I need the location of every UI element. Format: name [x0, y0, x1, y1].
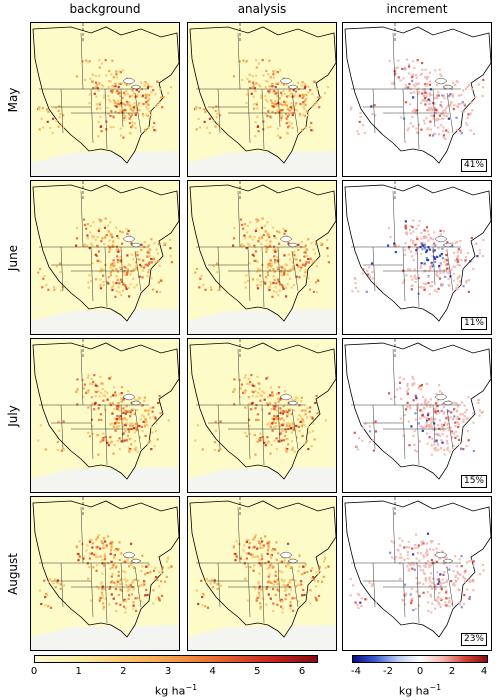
colorbar-tick: 3: [164, 666, 172, 677]
row-label-may: May: [6, 87, 20, 112]
land-outline: [344, 500, 491, 638]
column-title-analysis: analysis: [237, 2, 287, 16]
colorbar-tick: 2: [448, 666, 456, 677]
map-panel-increment-june: 11%: [342, 180, 492, 335]
map-panel-background-june: [30, 180, 180, 335]
colorbar-tick: 4: [480, 666, 488, 677]
north-america-map: [31, 181, 179, 334]
map-panel-analysis-may: [187, 22, 337, 177]
map-panel-background-may: [30, 22, 180, 177]
colorbar-tick: 0: [416, 666, 424, 677]
north-america-map: [188, 497, 336, 650]
north-america-map: [31, 497, 179, 650]
map-panel-increment-august: 23%: [342, 496, 492, 651]
colorbar-tick: 0: [30, 666, 38, 677]
map-panel-increment-may: 41%: [342, 22, 492, 177]
map-panel-background-july: [30, 338, 180, 493]
north-america-map: [343, 181, 491, 334]
north-america-map: [31, 23, 179, 176]
land-outline: [189, 342, 336, 480]
north-america-map: [343, 339, 491, 492]
north-america-map: [188, 23, 336, 176]
colorbar-tick: 5: [254, 666, 261, 677]
colorbar-right-unit: kg ha−1: [398, 683, 442, 698]
colorbar-tick: 1: [75, 666, 82, 677]
land-outline: [32, 342, 179, 480]
colorbar-increment: [352, 655, 488, 663]
map-panel-background-august: [30, 496, 180, 651]
north-america-map: [343, 497, 491, 650]
map-panel-increment-july: 15%: [342, 338, 492, 493]
colorbar-tick: 2: [120, 666, 127, 677]
colorbar-tick: 6: [298, 666, 306, 677]
land-outline: [32, 184, 179, 322]
increment-percent-label: 11%: [460, 317, 487, 330]
map-panel-analysis-july: [187, 338, 337, 493]
map-panel-analysis-august: [187, 496, 337, 651]
north-america-map: [343, 23, 491, 176]
north-america-map: [188, 181, 336, 334]
map-panel-analysis-june: [187, 180, 337, 335]
column-title-background: background: [69, 2, 141, 16]
land-outline: [189, 500, 336, 638]
increment-percent-label: 23%: [460, 633, 487, 646]
north-america-map: [31, 339, 179, 492]
column-title-increment: increment: [386, 2, 448, 16]
increment-percent-label: 15%: [460, 475, 487, 488]
land-outline: [32, 26, 179, 164]
colorbar-tick: -4: [351, 666, 361, 677]
land-outline: [344, 184, 491, 322]
row-label-july: July: [6, 404, 20, 427]
row-label-august: August: [6, 552, 20, 595]
north-america-map: [188, 339, 336, 492]
land-outline: [32, 500, 179, 638]
row-label-june: June: [6, 244, 20, 271]
colorbar-tick: -2: [383, 666, 393, 677]
colorbar-left-unit: kg ha−1: [154, 683, 198, 698]
increment-percent-label: 41%: [460, 159, 487, 172]
land-outline: [189, 26, 336, 164]
colorbar-background-analysis: [34, 655, 318, 663]
land-outline: [189, 184, 336, 322]
colorbar-tick: 4: [209, 666, 216, 677]
